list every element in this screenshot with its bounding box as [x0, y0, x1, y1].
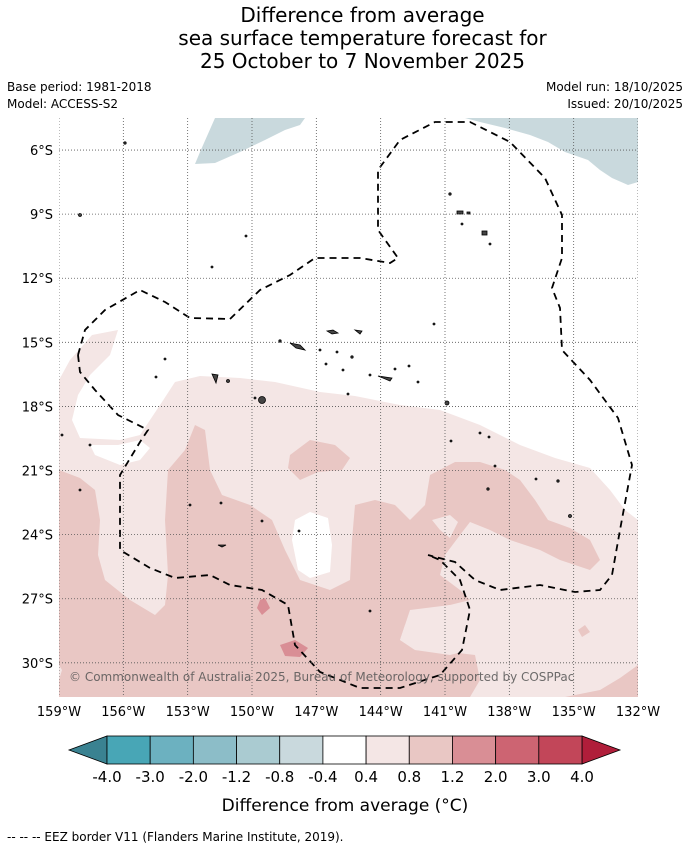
- colorbar-swatch: [408, 735, 453, 765]
- meta-left: Base period: 1981-2018 Model: ACCESS-S2: [7, 79, 152, 113]
- x-tick-label: 135°W: [552, 705, 596, 720]
- y-tick-label: 6°S: [30, 144, 53, 159]
- neutral-gap-west: [90, 440, 150, 465]
- eez-legend: -- -- -- EEZ border V11 (Flanders Marine…: [7, 830, 344, 844]
- title-line-3: 25 October to 7 November 2025: [199, 49, 526, 73]
- model-run: Model run: 18/10/2025: [545, 80, 683, 94]
- base-period: Base period: 1981-2018: [7, 80, 152, 94]
- x-tick-label: 147°W: [294, 705, 338, 720]
- y-axis-ticks: 6°S 9°S 12°S 15°S 18°S 21°S 24°S 27°S 30°S: [22, 144, 53, 672]
- eez-borders: [77, 121, 633, 689]
- model-name: Model: ACCESS-S2: [7, 97, 119, 111]
- colorbar-tick-label: 0.4: [354, 768, 378, 786]
- x-tick-label: 141°W: [423, 705, 467, 720]
- colorbar-swatch: [495, 735, 540, 765]
- title-line-2: sea surface temperature forecast for: [178, 26, 547, 50]
- colorbar-tick-label: 4.0: [570, 768, 594, 786]
- warm-region-0-8-central: [288, 440, 350, 480]
- colorbar-tick-label: 3.0: [527, 768, 551, 786]
- colorbar-swatch: [322, 735, 367, 765]
- colorbar-label-text: Difference from average (°C): [222, 796, 469, 816]
- colorbar-swatch: [149, 735, 194, 765]
- y-tick-label: 18°S: [22, 400, 53, 415]
- y-tick-label: 12°S: [22, 272, 53, 287]
- warm-region-0-8-east-spot: [578, 625, 590, 637]
- colorbar-tick-label: -0.8: [265, 768, 294, 786]
- y-tick-label: 30°S: [22, 657, 53, 672]
- y-tick-label: 21°S: [22, 465, 53, 480]
- colorbar-tick-label: -2.0: [179, 768, 208, 786]
- colorbar-swatch: [452, 735, 497, 765]
- meta-right: Model run: 18/10/2025 Issued: 20/10/2025: [546, 79, 683, 113]
- x-tick-label: 138°W: [487, 705, 531, 720]
- chart-title: Difference from average sea surface temp…: [0, 4, 690, 73]
- colorbar-tick-label: -1.2: [222, 768, 251, 786]
- title-line-1: Difference from average: [240, 3, 485, 27]
- eez-border-west: [77, 354, 471, 689]
- cool-region-north-west: [195, 118, 305, 164]
- colorbar-tick-label: -4.0: [92, 768, 121, 786]
- gridlines: [59, 118, 638, 697]
- islands: [60, 141, 572, 613]
- plot-area: © Commonwealth of Australia 2025, Bureau…: [59, 118, 638, 697]
- warm-region-0-8-west: [59, 425, 600, 697]
- warm-patch-0-4-southwest: [59, 665, 62, 680]
- y-tick-label: 15°S: [22, 336, 53, 351]
- y-tick-label: 24°S: [22, 529, 53, 544]
- y-tick-label: 9°S: [30, 208, 53, 223]
- colorbar-under-arrow: [67, 735, 108, 765]
- colorbar-tick-label: 2.0: [484, 768, 508, 786]
- eez-border-north: [77, 121, 633, 593]
- colorbar-swatch: [236, 735, 281, 765]
- colorbar-tick-label: -3.0: [136, 768, 165, 786]
- colorbar-swatch: [192, 735, 237, 765]
- y-tick-label: 27°S: [22, 593, 53, 608]
- colorbar-swatch: [279, 735, 324, 765]
- warm-patch-1-2-a: [257, 598, 270, 615]
- colorbar-swatch: [365, 735, 410, 765]
- colorbar-label: Difference from average (°C): [222, 796, 469, 816]
- colorbar: -4.0 -3.0 -2.0 -1.2 -0.8 -0.4 0.4 0.8 1.2 2.0 3.0 4…: [67, 735, 622, 786]
- x-tick-label: 144°W: [359, 705, 403, 720]
- warm-patch-0-4-south: [400, 605, 470, 655]
- issued-date: Issued: 20/10/2025: [567, 97, 683, 111]
- copyright-text: © Commonwealth of Australia 2025, Bureau…: [69, 670, 574, 684]
- x-tick-label: 156°W: [101, 705, 145, 720]
- x-tick-label: 132°W: [616, 705, 660, 720]
- colorbar-swatch: [106, 735, 151, 765]
- x-tick-label: 153°W: [166, 705, 210, 720]
- x-tick-label: 159°W: [37, 705, 81, 720]
- colorbar-tick-label: -0.4: [308, 768, 337, 786]
- colorbar-swatch: [538, 735, 583, 765]
- x-tick-label: 150°W: [230, 705, 274, 720]
- x-axis-ticks: 159°W 156°W 153°W 150°W 147°W 144°W 141°W 138°W…: [37, 705, 660, 720]
- colorbar-tick-label: 1.2: [441, 768, 465, 786]
- colorbar-tick-label: 0.8: [397, 768, 421, 786]
- neutral-gap-central: [292, 512, 332, 578]
- cool-region-north-east: [465, 118, 638, 185]
- colorbar-over-arrow: [581, 735, 622, 765]
- warm-region-0-8-southeast: [565, 665, 638, 697]
